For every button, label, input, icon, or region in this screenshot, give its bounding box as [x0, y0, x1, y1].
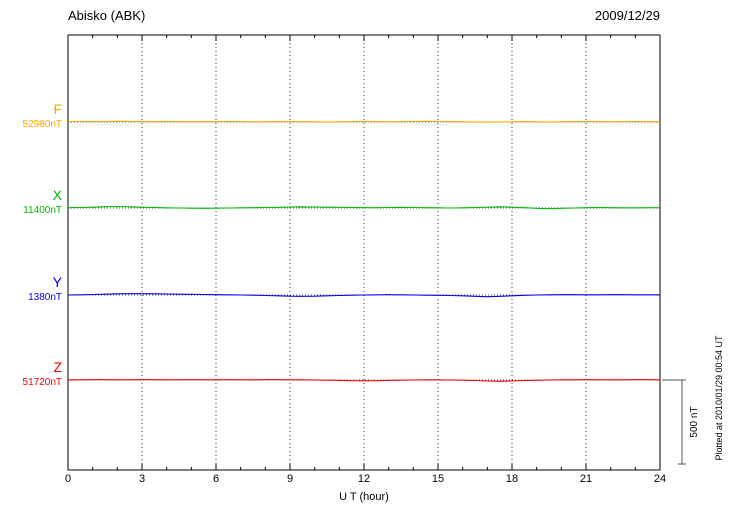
date-label: 2009/12/29: [594, 8, 660, 23]
scale-bar-label: 500 nT: [689, 406, 700, 437]
series-baseline-value: 1380nT: [28, 292, 62, 303]
trace-x: [67, 205, 660, 210]
x-tick-label: 15: [432, 473, 444, 485]
x-tick-label: 12: [358, 473, 370, 485]
x-tick-label: 0: [65, 473, 71, 485]
x-tick-label: 21: [580, 473, 592, 485]
series-label-f: F 52980nT: [0, 102, 62, 130]
series-baseline-value: 11400nT: [23, 205, 62, 216]
x-tick-label: 18: [506, 473, 518, 485]
trace-y: [67, 293, 660, 298]
x-axis-label: U T (hour): [339, 491, 389, 503]
series-label-y: Y 1380nT: [0, 275, 62, 303]
x-tick-label: 6: [213, 473, 219, 485]
series-baseline-value: 52980nT: [22, 119, 62, 130]
series-baseline-value: 51720nT: [22, 377, 62, 388]
trace-f: [68, 120, 660, 123]
series-name: X: [52, 187, 62, 203]
plotted-at-note: Plotted at 2010/01/29 00:54 UT: [714, 335, 724, 461]
series-name: Y: [52, 274, 62, 290]
x-tick-label: 24: [654, 473, 666, 485]
station-title: Abisko (ABK): [68, 8, 146, 23]
x-tick-label: 9: [287, 473, 293, 485]
plot-frame: [67, 34, 661, 471]
x-tick-label: 3: [139, 473, 145, 485]
series-name: Z: [53, 359, 62, 375]
trace-z: [68, 379, 661, 382]
series-label-x: X 11400nT: [0, 188, 62, 216]
series-name: F: [53, 101, 62, 117]
series-label-z: Z 51720nT: [0, 360, 62, 388]
